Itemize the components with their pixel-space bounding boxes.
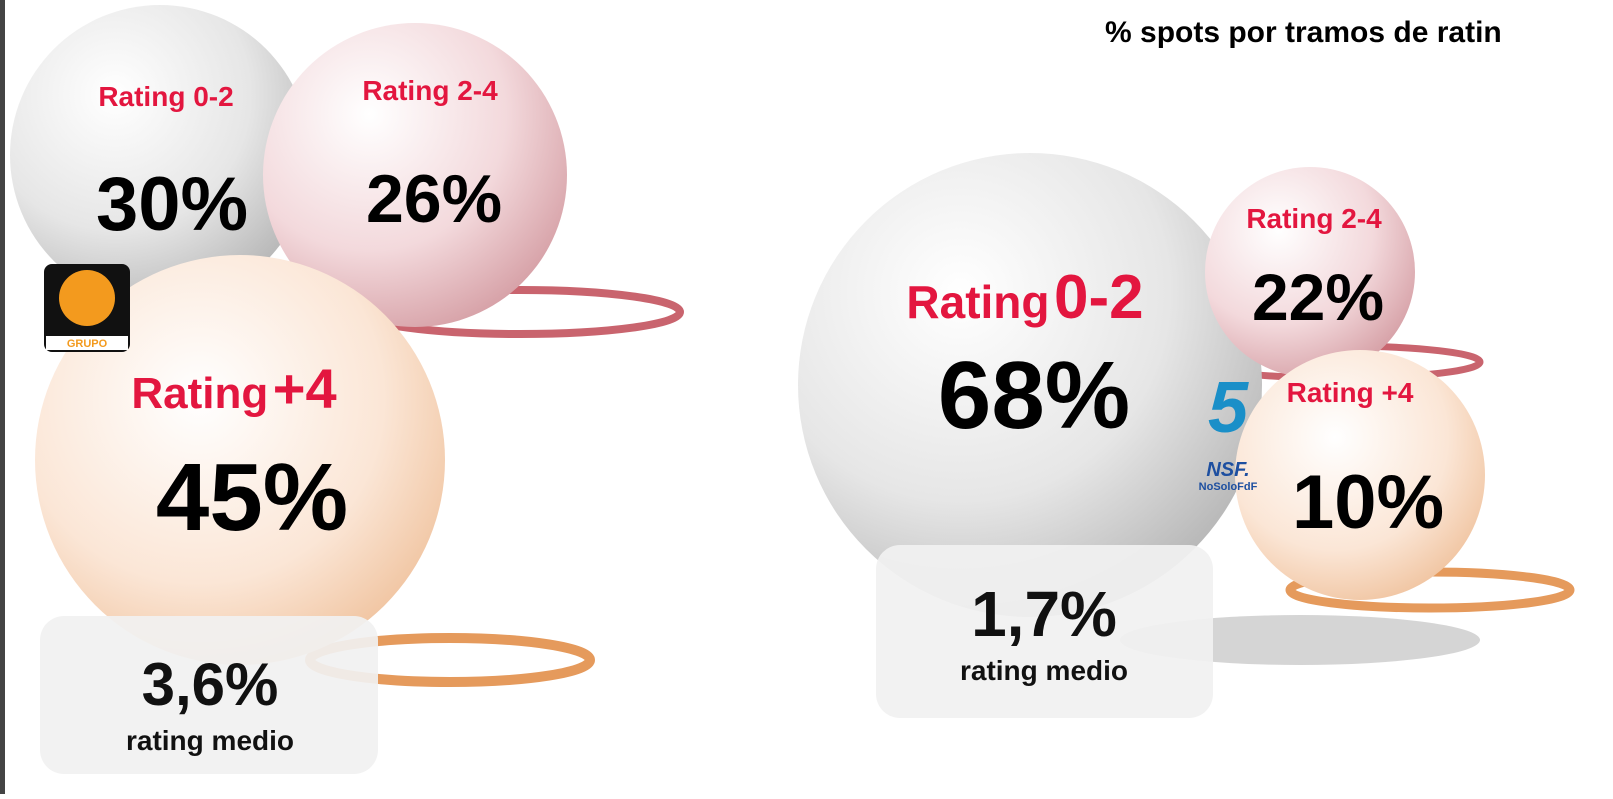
bubble-percent: 22% [1252,260,1384,334]
bubble-label: Rating 2-4 [362,75,498,106]
label-word: Rating [906,276,1049,328]
label-word: Rating [131,369,268,418]
bubble-percent: 68% [938,342,1130,449]
bubble-percent: 30% [96,162,248,247]
bubble [798,153,1262,617]
bubble [35,255,445,665]
average-box [40,616,378,774]
bubble-label: Rating 2-4 [1246,203,1382,234]
bubble [263,23,567,327]
bubble [1205,167,1415,377]
bubble-label: Rating 0-2 [98,81,233,112]
logo-five: 5 [1208,368,1249,448]
bubble-percent: 26% [366,161,502,237]
average-value: 3,6% [142,651,279,718]
bubble [1235,350,1485,600]
label-range: +4 [273,357,337,420]
logo-text: GRUPO [67,338,108,350]
left-border [0,0,5,794]
average-caption: rating medio [126,725,294,756]
bubble-label: Rating +4 [1287,377,1414,408]
average-caption: rating medio [960,655,1128,686]
logo-text: NoSoloFdF [1199,481,1258,493]
bubble-label: Rating +4 [131,357,336,420]
logo-mark [59,270,115,326]
average-box [876,545,1213,718]
title: % spots por tramos de ratin [1105,16,1502,49]
bubble-percent: 10% [1292,460,1444,545]
bubble-percent: 45% [156,444,348,551]
label-range: 0-2 [1054,263,1144,332]
bubble [10,5,310,305]
average-value: 1,7% [971,578,1117,650]
logo-band [46,336,128,350]
bubble-label: Rating 0-2 [906,263,1143,332]
logo-mark: NSF. [1206,459,1249,481]
